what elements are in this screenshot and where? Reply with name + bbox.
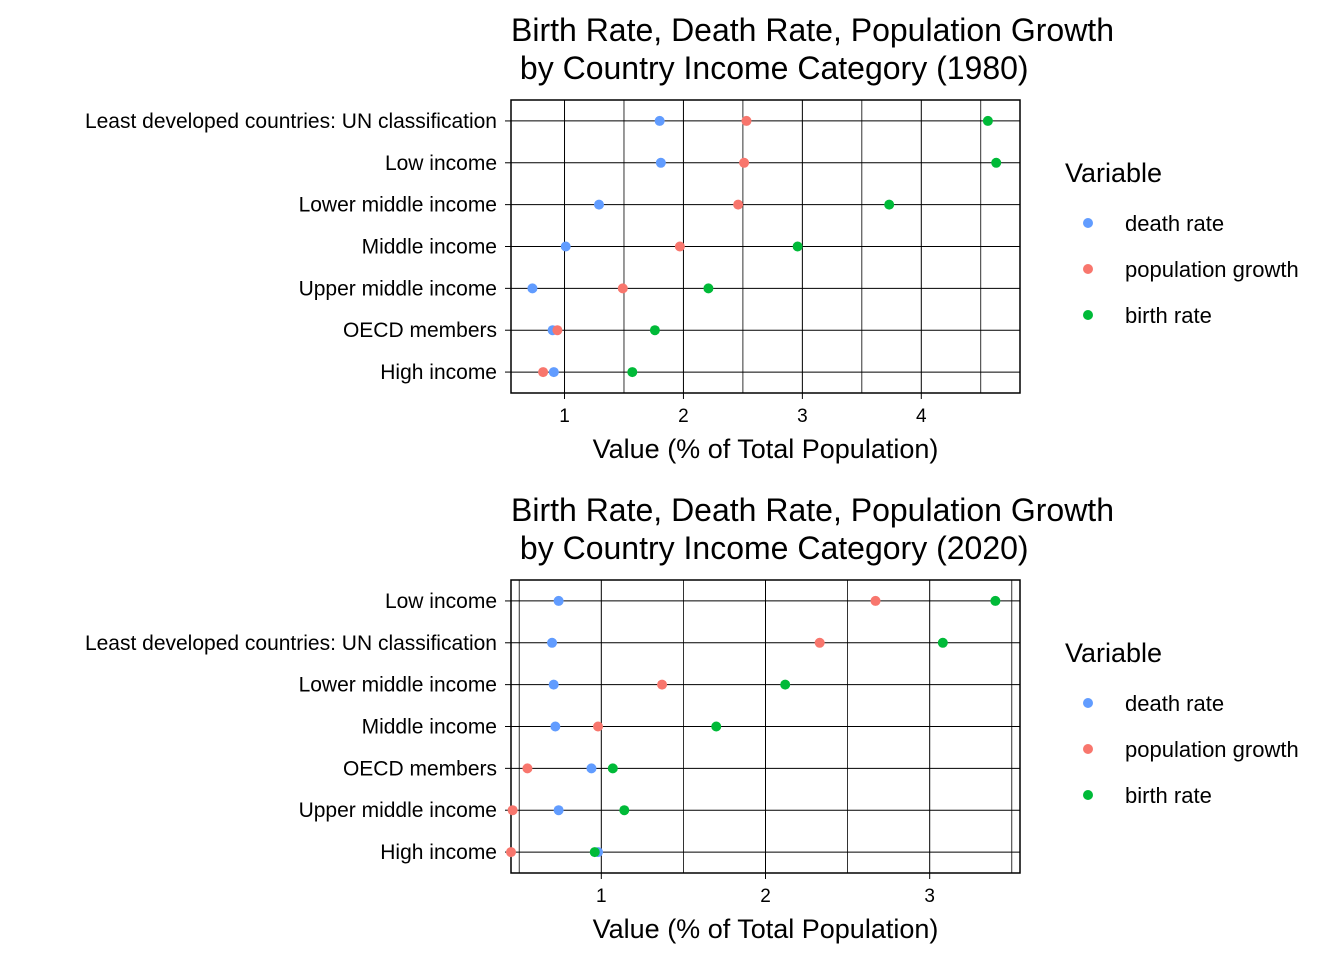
data-point-birth-rate bbox=[607, 763, 618, 774]
data-point-birth-rate bbox=[627, 367, 638, 378]
category-label: OECD members bbox=[343, 757, 497, 780]
category-label: OECD members bbox=[343, 319, 497, 342]
legend-key bbox=[1083, 310, 1093, 320]
legend-label: death rate bbox=[1125, 691, 1224, 716]
data-point-population-growth bbox=[506, 847, 516, 858]
chart-title-line: Birth Rate, Death Rate, Population Growt… bbox=[511, 492, 1114, 528]
data-point-birth-rate bbox=[884, 199, 895, 210]
x-tick-label: 4 bbox=[916, 406, 927, 427]
category-label: Upper middle income bbox=[299, 277, 497, 300]
x-tick-label: 2 bbox=[678, 406, 689, 427]
data-point-death-rate bbox=[548, 367, 559, 378]
data-point-birth-rate bbox=[780, 679, 791, 690]
chart-panel-1: Birth Rate, Death Rate, Population Growt… bbox=[85, 12, 1299, 464]
category-label: Low income bbox=[385, 152, 497, 175]
data-point-death-rate bbox=[527, 283, 538, 294]
data-point-birth-rate bbox=[990, 595, 1001, 606]
legend-label: death rate bbox=[1125, 211, 1224, 236]
data-point-death-rate bbox=[548, 679, 559, 690]
x-tick-label: 2 bbox=[760, 886, 771, 907]
chart-title-line: by Country Income Category (2020) bbox=[511, 530, 1029, 566]
data-point-death-rate bbox=[550, 721, 561, 732]
data-point-population-growth bbox=[733, 199, 744, 210]
legend-key bbox=[1083, 744, 1093, 754]
category-label: Lower middle income bbox=[299, 194, 497, 217]
data-point-death-rate bbox=[560, 241, 571, 252]
data-point-population-growth bbox=[507, 805, 518, 816]
data-point-population-growth bbox=[657, 679, 668, 690]
data-point-population-growth bbox=[814, 637, 825, 648]
data-point-birth-rate bbox=[703, 283, 714, 294]
category-label: Middle income bbox=[362, 716, 497, 739]
data-point-birth-rate bbox=[991, 157, 1002, 168]
legend-label: population growth bbox=[1125, 737, 1299, 762]
data-point-population-growth bbox=[552, 325, 563, 336]
category-label: Middle income bbox=[362, 236, 497, 259]
x-tick-label: 3 bbox=[797, 406, 808, 427]
data-point-population-growth bbox=[741, 115, 752, 126]
category-label: Least developed countries: UN classifica… bbox=[85, 110, 497, 133]
data-point-birth-rate bbox=[711, 721, 722, 732]
legend-key bbox=[1083, 264, 1093, 274]
legend-key bbox=[1083, 218, 1093, 228]
legend-label: birth rate bbox=[1125, 783, 1212, 808]
data-point-death-rate bbox=[553, 805, 564, 816]
legend-label: birth rate bbox=[1125, 303, 1212, 328]
legend-title: Variable bbox=[1065, 638, 1162, 668]
data-point-birth-rate bbox=[619, 805, 630, 816]
category-label: Least developed countries: UN classifica… bbox=[85, 632, 497, 655]
data-point-population-growth bbox=[674, 241, 685, 252]
data-point-birth-rate bbox=[792, 241, 803, 252]
legend-key bbox=[1083, 790, 1093, 800]
data-point-population-growth bbox=[739, 157, 750, 168]
x-axis-label: Value (% of Total Population) bbox=[593, 434, 939, 464]
data-point-death-rate bbox=[594, 199, 605, 210]
x-tick-label: 3 bbox=[924, 886, 935, 907]
legend-key bbox=[1083, 698, 1093, 708]
category-label: Lower middle income bbox=[299, 674, 497, 697]
legend-title: Variable bbox=[1065, 158, 1162, 188]
data-point-death-rate bbox=[547, 637, 558, 648]
data-point-death-rate bbox=[586, 763, 597, 774]
chart-title-line: Birth Rate, Death Rate, Population Growt… bbox=[511, 12, 1114, 48]
data-point-population-growth bbox=[593, 721, 604, 732]
chart-title-line: by Country Income Category (1980) bbox=[511, 50, 1029, 86]
data-point-birth-rate bbox=[982, 115, 993, 126]
category-label: High income bbox=[380, 841, 497, 864]
data-point-population-growth bbox=[870, 595, 881, 606]
chart-panel-2: Birth Rate, Death Rate, Population Growt… bbox=[85, 492, 1299, 944]
category-label: Low income bbox=[385, 590, 497, 613]
legend-label: population growth bbox=[1125, 257, 1299, 282]
data-point-population-growth bbox=[522, 763, 533, 774]
data-point-population-growth bbox=[538, 367, 549, 378]
category-label: High income bbox=[380, 361, 497, 384]
category-label: Upper middle income bbox=[299, 799, 497, 822]
x-tick-label: 1 bbox=[596, 886, 607, 907]
data-point-birth-rate bbox=[937, 637, 948, 648]
data-point-death-rate bbox=[655, 157, 666, 168]
data-point-birth-rate bbox=[649, 325, 660, 336]
data-point-population-growth bbox=[617, 283, 628, 294]
data-point-birth-rate bbox=[589, 847, 600, 858]
data-point-death-rate bbox=[654, 115, 665, 126]
x-axis-label: Value (% of Total Population) bbox=[593, 914, 939, 944]
data-point-death-rate bbox=[553, 595, 564, 606]
x-tick-label: 1 bbox=[559, 406, 570, 427]
